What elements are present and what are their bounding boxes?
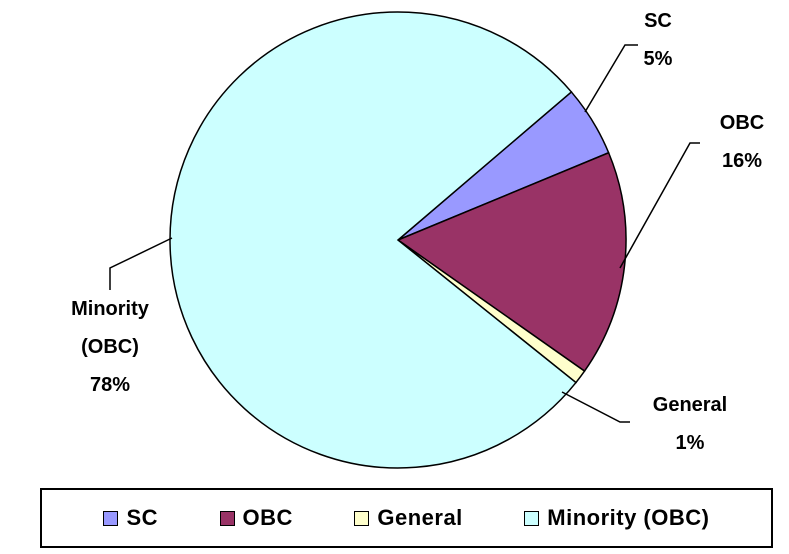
legend-swatch bbox=[354, 510, 370, 526]
legend-item: Minority (OBC) bbox=[524, 505, 709, 531]
label-name: SC bbox=[644, 10, 672, 32]
legend: SC OBC General Minority (OBC) bbox=[40, 488, 773, 548]
leader-line bbox=[584, 44, 638, 113]
label-name: OBC bbox=[719, 112, 765, 134]
legend-label: SC bbox=[126, 505, 159, 530]
label-name: General bbox=[652, 394, 728, 416]
legend-label: General bbox=[377, 505, 463, 530]
legend-swatch bbox=[103, 510, 119, 526]
label-value: 16% bbox=[721, 150, 763, 172]
legend-item: OBC bbox=[219, 505, 293, 531]
data-label: OBC 16% bbox=[720, 104, 764, 180]
label-value: 1% bbox=[675, 432, 705, 454]
legend-item: SC bbox=[103, 505, 158, 531]
data-label: Minority (OBC) 78% bbox=[50, 290, 170, 404]
leader-line bbox=[109, 237, 173, 290]
legend-label: OBC bbox=[242, 505, 293, 530]
legend-swatch bbox=[219, 510, 235, 526]
leader-lines bbox=[109, 44, 700, 423]
leader-line bbox=[561, 391, 630, 423]
legend-item: General bbox=[354, 505, 462, 531]
data-label: SC 5% bbox=[644, 2, 673, 78]
pie-slice bbox=[169, 11, 577, 469]
label-value: 78% bbox=[89, 374, 131, 396]
label-value: 5% bbox=[643, 48, 673, 70]
legend-label: Minority (OBC) bbox=[547, 505, 710, 530]
leader-line bbox=[619, 142, 700, 269]
data-label: General 1% bbox=[653, 386, 727, 462]
legend-swatch bbox=[524, 510, 540, 526]
label-name: Minority (OBC) bbox=[71, 298, 149, 358]
pie-slice bbox=[396, 151, 627, 373]
